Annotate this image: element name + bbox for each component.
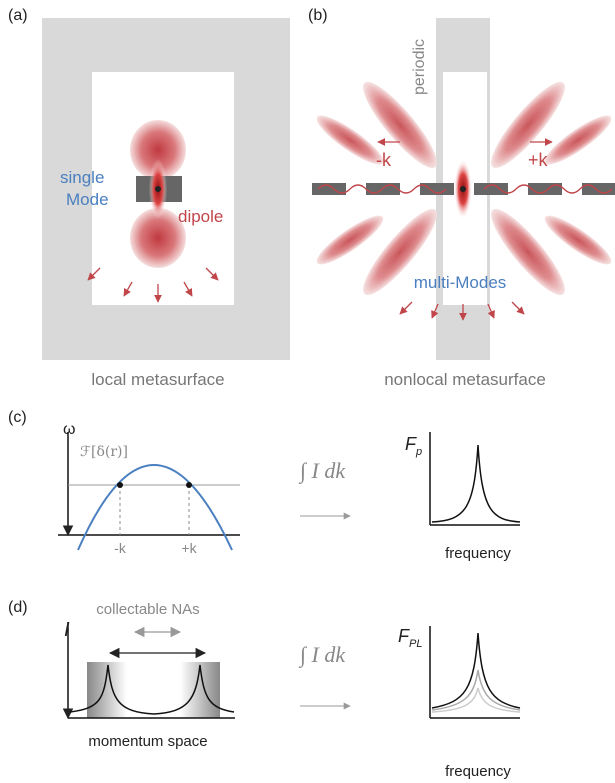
y-axis-label: ω <box>63 421 76 438</box>
fp-label: Fp <box>405 434 422 458</box>
dipole-center <box>460 186 466 192</box>
panel-label: (a) <box>8 7 28 24</box>
y-axis-label: I <box>64 619 70 641</box>
na-label: collectable NAs <box>96 601 199 618</box>
mode-label: Mode <box>66 190 109 209</box>
caption: local metasurface <box>91 370 224 389</box>
panel-label: (c) <box>8 409 27 426</box>
dipole-center <box>155 186 161 192</box>
fp-sub: p <box>415 446 422 458</box>
fpl-sub: PL <box>409 638 422 650</box>
integral: ∫ I dk <box>298 642 346 668</box>
x-axis-label: momentum space <box>88 733 207 750</box>
caption: nonlocal metasurface <box>384 370 546 389</box>
dipole-label: dipole <box>178 207 223 226</box>
crossing <box>117 482 123 488</box>
panel-label: (d) <box>8 599 28 616</box>
k-label: -k <box>114 540 127 556</box>
mode-label: single <box>60 168 104 187</box>
fourier-label: ℱ[δ(r)] <box>80 444 128 460</box>
crossing <box>186 482 192 488</box>
k-label: +k <box>181 540 197 556</box>
panel-label: (b) <box>308 7 328 24</box>
x-axis-label: frequency <box>445 763 511 780</box>
k-label: +k <box>528 150 549 170</box>
x-axis-label: frequency <box>445 545 511 562</box>
band <box>78 465 232 550</box>
spectrum <box>432 445 520 522</box>
k-label: -k <box>376 150 392 170</box>
integral: ∫ I dk <box>298 458 346 484</box>
spectra <box>432 633 520 712</box>
periodic-label: periodic <box>411 39 428 95</box>
fpl-label: FPL <box>398 626 422 650</box>
dashes <box>120 485 189 535</box>
page: (a) single Mode dipole local metasurface… <box>0 0 615 783</box>
modes-label: multi-Modes <box>414 273 507 292</box>
figure: (a) single Mode dipole local metasurface… <box>0 0 615 783</box>
